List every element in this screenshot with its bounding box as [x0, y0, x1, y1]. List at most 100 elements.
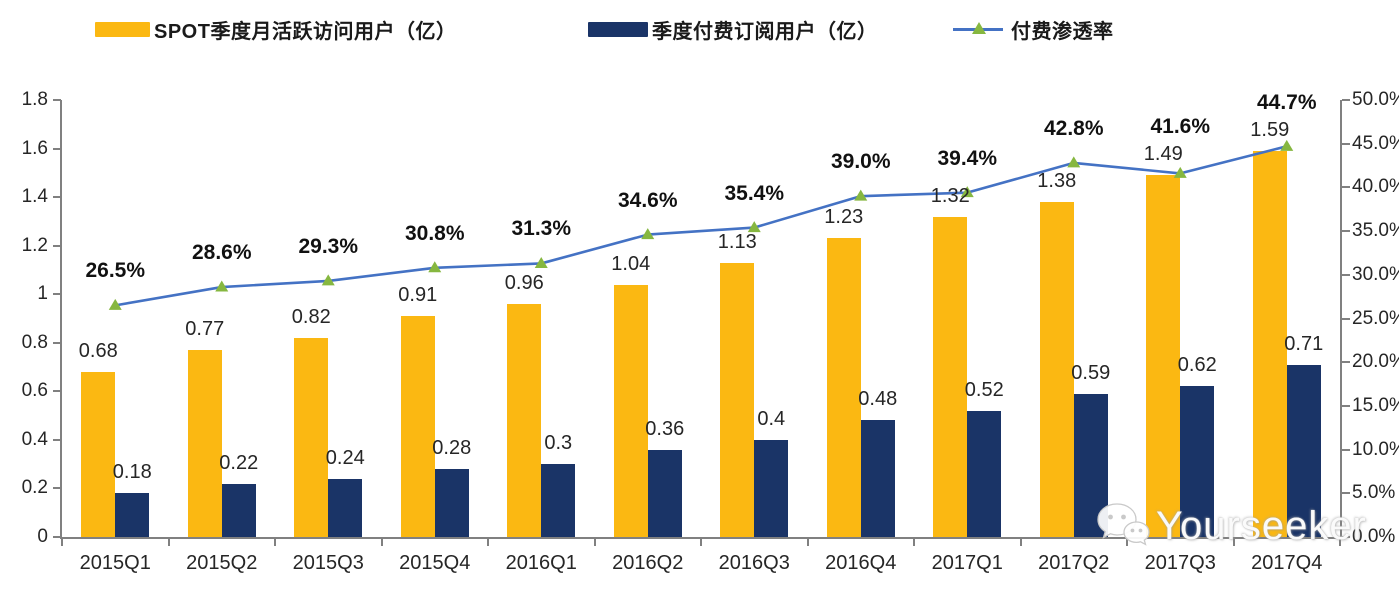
- x-axis-tick: [700, 539, 702, 546]
- subscribers-value-label-2015Q4: 0.28: [432, 437, 472, 460]
- line-marker-2016Q3: [747, 221, 761, 233]
- legend-item-penetration: 付费渗透率: [953, 16, 1114, 43]
- subscribers-value-label-2017Q3: 0.62: [1177, 354, 1217, 377]
- bar-subscribers-2015Q1: [115, 493, 150, 537]
- x-axis-label-2017Q2: 2017Q2: [1038, 552, 1110, 574]
- penetration-label-2016Q2: 34.6%: [617, 188, 678, 212]
- right-axis-tick-label: 45.0%: [1352, 132, 1399, 154]
- right-axis-tick: [1342, 317, 1350, 320]
- line-marker-2016Q1: [534, 256, 548, 268]
- x-axis-line: [60, 537, 1342, 539]
- left-axis-tick-label: 0: [37, 526, 48, 547]
- bar-mau-2015Q2: [187, 350, 222, 537]
- left-y-axis-line: [60, 100, 62, 539]
- left-axis-tick: [53, 487, 61, 490]
- right-y-axis-line: [1340, 100, 1342, 539]
- bar-subscribers-2017Q3: [1180, 386, 1215, 537]
- mau-value-label-2017Q3: 1.49: [1143, 143, 1183, 166]
- x-axis-tick: [380, 539, 383, 546]
- right-axis-tick-label: 5.0%: [1352, 482, 1396, 504]
- subscribers-value-label-2016Q1: 0.3: [544, 432, 573, 455]
- bar-mau-2015Q1: [81, 371, 116, 537]
- right-axis-tick-label: 50.0%: [1352, 89, 1399, 110]
- penetration-label-2017Q1: 39.4%: [937, 146, 998, 170]
- bar-mau-2017Q3: [1146, 175, 1181, 537]
- x-axis-label-2015Q1: 2015Q1: [79, 552, 151, 574]
- penetration-label-2015Q1: 26.5%: [85, 259, 146, 283]
- subscribers-value-label-2015Q1: 0.18: [112, 461, 152, 484]
- bar-mau-2016Q4: [826, 238, 861, 537]
- bar-subscribers-2017Q1: [967, 410, 1002, 537]
- line-marker-2017Q1: [960, 186, 974, 198]
- left-axis-tick: [53, 147, 61, 150]
- x-axis-tick: [1232, 539, 1235, 546]
- left-axis-tick: [53, 390, 61, 393]
- subscribers-value-label-2015Q2: 0.22: [219, 451, 259, 474]
- subscribers-value-label-2017Q2: 0.59: [1071, 361, 1111, 384]
- mau-value-label-2017Q2: 1.38: [1037, 169, 1077, 192]
- bar-subscribers-2015Q2: [221, 483, 256, 537]
- right-axis-tick-label: 15.0%: [1352, 394, 1399, 416]
- right-axis-tick: [1342, 448, 1350, 451]
- subscribers-value-label-2016Q2: 0.36: [645, 417, 685, 440]
- right-axis-tick: [1342, 404, 1350, 407]
- left-axis-tick: [53, 341, 61, 344]
- line-marker-2015Q3: [321, 274, 335, 286]
- right-axis-tick: [1342, 186, 1350, 189]
- penetration-label-2016Q3: 35.4%: [724, 181, 785, 205]
- x-axis-label-2017Q4: 2017Q4: [1251, 552, 1323, 574]
- bar-mau-2017Q1: [933, 216, 968, 537]
- x-axis-tick: [61, 539, 63, 546]
- left-axis-tick-label: 1.8: [21, 89, 48, 110]
- bar-subscribers-2016Q3: [754, 439, 789, 537]
- legend-swatch-mau: [95, 21, 150, 37]
- x-axis-label-2015Q3: 2015Q3: [292, 552, 364, 574]
- penetration-label-2017Q2: 42.8%: [1043, 116, 1104, 140]
- x-axis-tick: [274, 539, 276, 546]
- right-axis-tick: [1342, 536, 1350, 538]
- x-axis-label-2016Q4: 2016Q4: [825, 552, 897, 574]
- mau-value-label-2017Q1: 1.32: [930, 184, 970, 207]
- right-axis-tick: [1342, 361, 1350, 364]
- right-axis-tick-label: 35.0%: [1352, 220, 1399, 242]
- x-axis-tick: [167, 539, 170, 546]
- left-axis-tick: [53, 438, 61, 441]
- bar-subscribers-2015Q4: [434, 469, 469, 537]
- legend-line-marker: [953, 19, 1003, 39]
- bar-mau-2017Q2: [1039, 201, 1074, 537]
- mau-value-label-2015Q2: 0.77: [185, 318, 225, 341]
- mau-value-label-2016Q3: 1.13: [717, 230, 757, 253]
- x-axis-tick: [1339, 539, 1341, 546]
- penetration-label-2016Q4: 39.0%: [830, 150, 891, 174]
- subscribers-value-label-2016Q4: 0.48: [858, 388, 898, 411]
- legend-label-penetration: 付费渗透率: [1011, 20, 1114, 43]
- legend-triangle-icon: [972, 22, 986, 34]
- x-axis-tick: [806, 539, 809, 546]
- right-axis-tick: [1342, 142, 1350, 145]
- left-axis-tick-label: 0.8: [21, 331, 48, 353]
- x-axis-tick: [1126, 539, 1128, 546]
- left-axis-tick: [53, 536, 61, 538]
- line-marker-2017Q4: [1280, 139, 1294, 151]
- bar-mau-2016Q1: [507, 303, 542, 537]
- line-marker-2015Q2: [215, 280, 229, 292]
- legend-label-subscribers: 季度付费订阅用户（亿）: [652, 20, 878, 43]
- legend-item-mau: SPOT季度月活跃访问用户（亿）: [95, 16, 456, 43]
- legend-swatch-subscribers: [588, 21, 648, 37]
- penetration-label-2015Q3: 29.3%: [298, 234, 359, 258]
- right-axis-tick-label: 25.0%: [1352, 307, 1399, 329]
- left-axis-tick: [53, 244, 61, 247]
- line-marker-2016Q4: [854, 189, 868, 201]
- bar-mau-2016Q2: [613, 284, 648, 537]
- right-axis-tick: [1342, 273, 1350, 276]
- left-axis-tick-label: 1: [37, 283, 48, 305]
- right-axis-tick-label: 40.0%: [1352, 176, 1399, 198]
- x-axis-tick: [593, 539, 596, 546]
- bar-mau-2016Q3: [720, 262, 755, 537]
- penetration-label-2017Q4: 44.7%: [1256, 90, 1317, 114]
- x-axis-label-2015Q4: 2015Q4: [399, 552, 471, 574]
- mau-value-label-2017Q4: 1.59: [1250, 118, 1290, 141]
- right-axis-tick: [1342, 230, 1350, 233]
- subscribers-value-label-2016Q3: 0.4: [757, 407, 786, 430]
